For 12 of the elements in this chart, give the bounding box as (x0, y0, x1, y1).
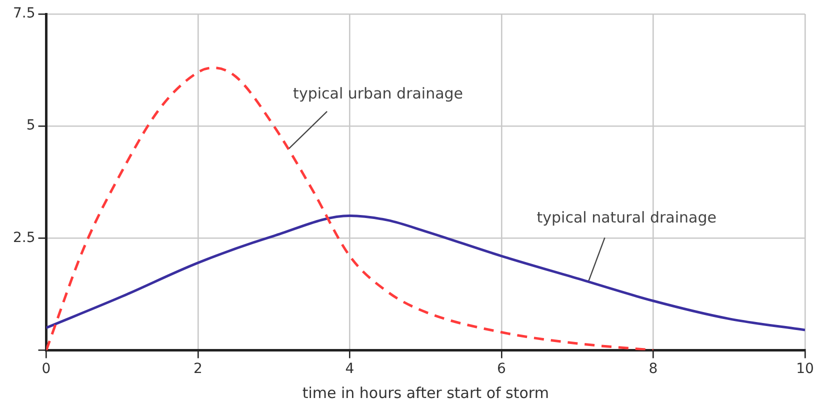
y-tick-label: 5 (26, 118, 36, 134)
x-tick-label: 10 (796, 361, 814, 378)
y-tick-label: 7.5 (13, 6, 36, 22)
x-tick-label: 8 (648, 361, 658, 378)
x-tick-label: 6 (497, 361, 506, 378)
annotation: typical natural drainage (536, 208, 716, 227)
x-tick-label: 4 (345, 361, 354, 378)
annotation: typical urban drainage (293, 84, 464, 102)
x-tick-label: 0 (42, 361, 51, 378)
x-tick-label: 2 (194, 361, 202, 378)
x-axis-title: time in hours after start of storm (302, 384, 549, 402)
y-tick-label: 2.5 (13, 230, 36, 246)
